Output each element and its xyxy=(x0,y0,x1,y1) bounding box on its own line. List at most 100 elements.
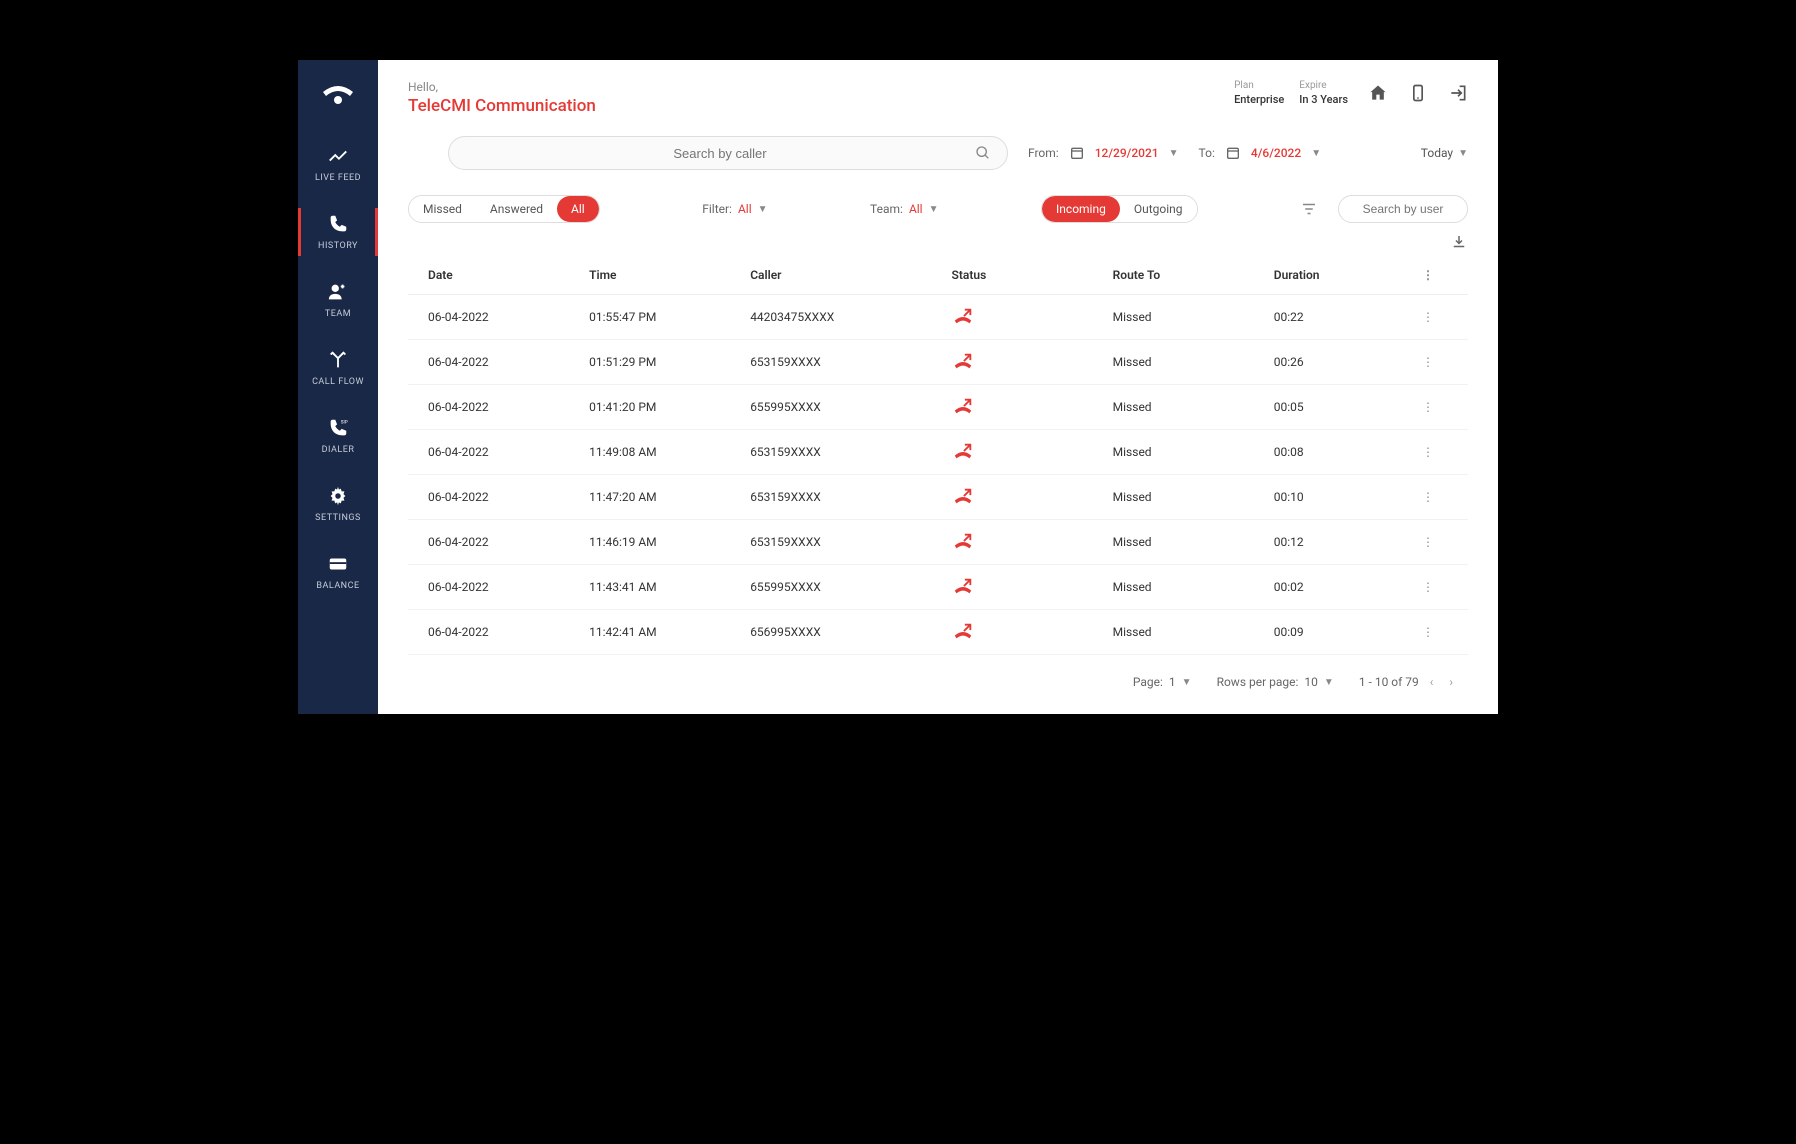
mobile-icon[interactable] xyxy=(1408,83,1428,103)
cell-duration: 00:26 xyxy=(1274,355,1408,369)
from-label: From: xyxy=(1028,146,1059,160)
page-range: 1 - 10 of 79 ‹ › xyxy=(1359,675,1458,689)
page-value: 1 xyxy=(1169,675,1176,689)
sidebar-item-callflow[interactable]: CALL FLOW xyxy=(298,334,378,402)
sidebar-item-label: BALANCE xyxy=(316,581,359,591)
missed-call-icon xyxy=(952,622,1113,642)
cell-date: 06-04-2022 xyxy=(428,355,589,369)
expire-value: In 3 Years xyxy=(1299,93,1348,106)
chevron-down-icon: ▼ xyxy=(929,204,939,215)
header: Hello, TeleCMI Communication Plan Enterp… xyxy=(408,80,1468,116)
pill-incoming[interactable]: Incoming xyxy=(1042,196,1120,222)
cell-duration: 00:22 xyxy=(1274,310,1408,324)
sidebar-item-livefeed[interactable]: LIVE FEED xyxy=(298,130,378,198)
calendar-icon xyxy=(1225,145,1241,161)
col-route: Route To xyxy=(1113,268,1274,282)
today-label: Today xyxy=(1421,146,1453,160)
user-search-input[interactable] xyxy=(1338,195,1468,223)
filter-label: Filter: xyxy=(702,202,732,216)
table-header: Date Time Caller Status Route To Duratio… xyxy=(408,256,1468,295)
cell-date: 06-04-2022 xyxy=(428,490,589,504)
download-icon[interactable] xyxy=(1450,233,1468,251)
sidebar-item-label: LIVE FEED xyxy=(315,173,361,183)
cell-route: Missed xyxy=(1113,580,1274,594)
row-more-icon[interactable]: ⋮ xyxy=(1408,535,1448,549)
row-more-icon[interactable]: ⋮ xyxy=(1408,310,1448,324)
cell-route: Missed xyxy=(1113,490,1274,504)
cell-duration: 00:09 xyxy=(1274,625,1408,639)
table-row: 06-04-202201:51:29 PM653159XXXXMissed00:… xyxy=(408,340,1468,385)
logout-icon[interactable] xyxy=(1448,83,1468,103)
cell-duration: 00:08 xyxy=(1274,445,1408,459)
status-filter-pills: Missed Answered All xyxy=(408,195,600,223)
missed-call-icon xyxy=(952,307,1113,327)
team-label: Team: xyxy=(870,202,903,216)
direction-filter-pills: Incoming Outgoing xyxy=(1041,195,1198,223)
app-root: LIVE FEED HISTORY TEAM CALL FLOW SIP DIA… xyxy=(298,60,1498,714)
from-date: 12/29/2021 xyxy=(1095,146,1159,160)
plan-label: Plan xyxy=(1234,80,1284,91)
filter-icon[interactable] xyxy=(1300,200,1318,218)
table-row: 06-04-202201:55:47 PM44203475XXXXMissed0… xyxy=(408,295,1468,340)
today-button[interactable]: Today ▼ xyxy=(1421,146,1468,160)
caller-search-box[interactable] xyxy=(448,136,1008,170)
row-more-icon[interactable]: ⋮ xyxy=(1408,580,1448,594)
cell-route: Missed xyxy=(1113,625,1274,639)
gear-icon xyxy=(327,485,349,507)
pill-outgoing[interactable]: Outgoing xyxy=(1120,196,1197,222)
sidebar-item-label: SETTINGS xyxy=(315,513,361,523)
cell-route: Missed xyxy=(1113,310,1274,324)
row-more-icon[interactable]: ⋮ xyxy=(1408,445,1448,459)
page-selector[interactable]: Page: 1 ▼ xyxy=(1133,675,1192,689)
sidebar-item-settings[interactable]: SETTINGS xyxy=(298,470,378,538)
prev-page-button[interactable]: ‹ xyxy=(1425,675,1439,689)
chevron-down-icon: ▼ xyxy=(1324,677,1334,688)
missed-call-icon xyxy=(952,487,1113,507)
sidebar-item-dialer[interactable]: SIP DIALER xyxy=(298,402,378,470)
rows-selector[interactable]: Rows per page: 10 ▼ xyxy=(1217,675,1334,689)
team-value: All xyxy=(909,202,923,216)
main-content: Hello, TeleCMI Communication Plan Enterp… xyxy=(378,60,1498,714)
next-page-button[interactable]: › xyxy=(1444,675,1458,689)
cell-caller: 656995XXXX xyxy=(750,625,951,639)
row-more-icon[interactable]: ⋮ xyxy=(1408,625,1448,639)
download-row xyxy=(408,233,1468,251)
chevron-down-icon: ▼ xyxy=(758,204,768,215)
sidebar-item-team[interactable]: TEAM xyxy=(298,266,378,334)
sidebar-item-balance[interactable]: BALANCE xyxy=(298,538,378,606)
cell-time: 01:41:20 PM xyxy=(589,400,750,414)
header-more-icon[interactable]: ⋮ xyxy=(1408,268,1448,282)
app-logo xyxy=(313,75,363,115)
svg-text:SIP: SIP xyxy=(341,419,348,425)
pill-answered[interactable]: Answered xyxy=(476,196,557,222)
range-text: 1 - 10 of 79 xyxy=(1359,675,1419,689)
cell-date: 06-04-2022 xyxy=(428,310,589,324)
home-icon[interactable] xyxy=(1368,83,1388,103)
search-row: From: 12/29/2021 ▼ To: 4/6/2022 ▼ Today … xyxy=(408,136,1468,170)
header-left: Hello, TeleCMI Communication xyxy=(408,80,596,116)
cell-date: 06-04-2022 xyxy=(428,445,589,459)
row-more-icon[interactable]: ⋮ xyxy=(1408,355,1448,369)
sidebar: LIVE FEED HISTORY TEAM CALL FLOW SIP DIA… xyxy=(298,60,378,714)
row-more-icon[interactable]: ⋮ xyxy=(1408,490,1448,504)
pill-missed[interactable]: Missed xyxy=(409,196,476,222)
sidebar-item-label: DIALER xyxy=(322,445,355,455)
row-more-icon[interactable]: ⋮ xyxy=(1408,400,1448,414)
cell-time: 11:42:41 AM xyxy=(589,625,750,639)
plan-value: Enterprise xyxy=(1234,93,1284,106)
date-from[interactable]: From: 12/29/2021 ▼ xyxy=(1028,145,1179,161)
cell-caller: 44203475XXXX xyxy=(750,310,951,324)
missed-call-icon xyxy=(952,352,1113,372)
expire-label: Expire xyxy=(1299,80,1348,91)
cell-duration: 00:05 xyxy=(1274,400,1408,414)
col-caller: Caller xyxy=(750,268,951,282)
date-to[interactable]: To: 4/6/2022 ▼ xyxy=(1199,145,1322,161)
pill-all[interactable]: All xyxy=(557,196,599,222)
sidebar-item-history[interactable]: HISTORY xyxy=(298,198,378,266)
cell-date: 06-04-2022 xyxy=(428,580,589,594)
cell-route: Missed xyxy=(1113,535,1274,549)
cell-caller: 653159XXXX xyxy=(750,535,951,549)
team-dropdown[interactable]: Team: All ▼ xyxy=(870,202,938,216)
filter-dropdown[interactable]: Filter: All ▼ xyxy=(702,202,767,216)
caller-search-input[interactable] xyxy=(465,146,975,161)
